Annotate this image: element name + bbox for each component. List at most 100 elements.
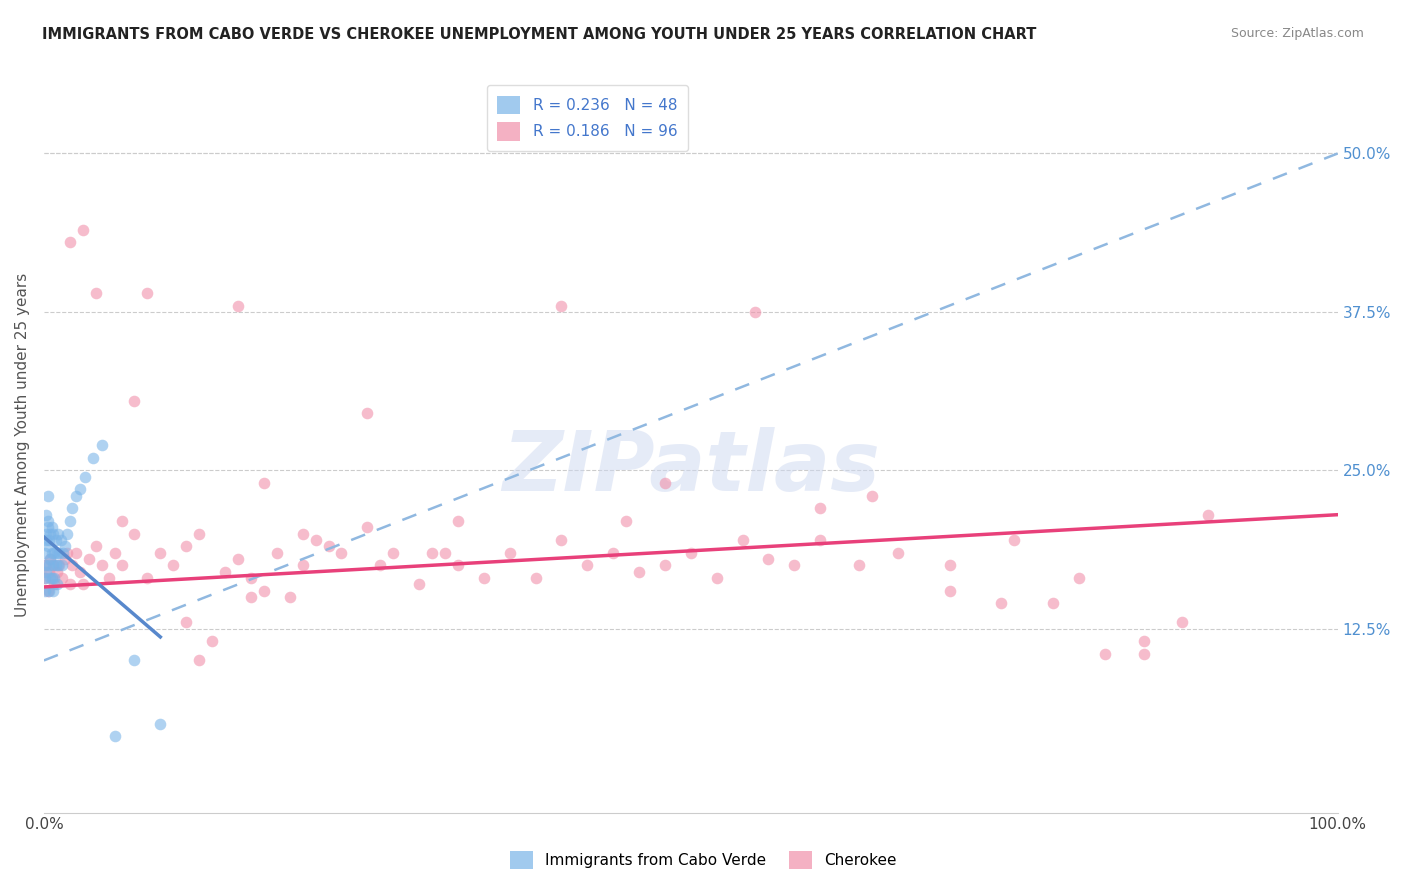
Point [614, 514, 637, 528]
Point [1132, 634, 1154, 648]
Point [226, 552, 249, 566]
Point [1171, 615, 1194, 630]
Point [124, 653, 146, 667]
Point [39, 552, 62, 566]
Point [576, 558, 599, 573]
Point [44, 577, 66, 591]
Point [472, 571, 495, 585]
Point [253, 475, 276, 490]
Point [1132, 647, 1154, 661]
Point [420, 546, 443, 560]
Point [104, 546, 127, 560]
Point [72, 222, 94, 236]
Point [56, 526, 79, 541]
Point [408, 577, 430, 591]
Point [550, 533, 572, 547]
Point [110, 514, 132, 528]
Point [149, 546, 172, 560]
Point [44, 571, 66, 585]
Point [550, 299, 572, 313]
Point [37, 583, 59, 598]
Point [60, 558, 83, 573]
Point [41, 520, 63, 534]
Point [39, 571, 62, 585]
Point [382, 546, 405, 560]
Point [34, 546, 56, 560]
Point [149, 716, 172, 731]
Point [174, 540, 197, 554]
Point [731, 533, 754, 547]
Point [356, 520, 378, 534]
Point [808, 533, 831, 547]
Point [330, 546, 353, 560]
Point [53, 540, 76, 554]
Point [498, 546, 520, 560]
Point [42, 583, 65, 598]
Point [1002, 533, 1025, 547]
Point [783, 558, 806, 573]
Point [1197, 508, 1219, 522]
Point [60, 501, 83, 516]
Point [48, 546, 70, 560]
Point [706, 571, 728, 585]
Point [37, 520, 59, 534]
Point [75, 469, 97, 483]
Y-axis label: Unemployment Among Youth under 25 years: Unemployment Among Youth under 25 years [15, 273, 30, 617]
Point [59, 235, 82, 250]
Point [46, 558, 69, 573]
Point [136, 285, 159, 300]
Point [291, 526, 314, 541]
Point [1094, 647, 1116, 661]
Point [938, 583, 960, 598]
Point [46, 526, 69, 541]
Point [602, 546, 624, 560]
Point [35, 565, 58, 579]
Point [627, 565, 650, 579]
Point [887, 546, 910, 560]
Point [291, 558, 314, 573]
Point [35, 508, 58, 522]
Text: IMMIGRANTS FROM CABO VERDE VS CHEROKEE UNEMPLOYMENT AMONG YOUTH UNDER 25 YEARS C: IMMIGRANTS FROM CABO VERDE VS CHEROKEE U… [42, 27, 1036, 42]
Point [39, 552, 62, 566]
Point [37, 489, 59, 503]
Point [48, 558, 70, 573]
Point [65, 489, 87, 503]
Point [1042, 596, 1064, 610]
Point [34, 571, 56, 585]
Point [239, 590, 262, 604]
Point [38, 565, 60, 579]
Point [38, 583, 60, 598]
Point [201, 634, 224, 648]
Point [91, 558, 114, 573]
Point [848, 558, 870, 573]
Point [226, 299, 249, 313]
Point [744, 305, 766, 319]
Point [41, 546, 63, 560]
Point [188, 526, 211, 541]
Point [433, 546, 456, 560]
Point [318, 540, 340, 554]
Point [524, 571, 547, 585]
Point [808, 501, 831, 516]
Point [45, 577, 67, 591]
Point [654, 558, 676, 573]
Point [35, 558, 58, 573]
Point [35, 526, 58, 541]
Point [37, 514, 59, 528]
Point [53, 552, 76, 566]
Point [1067, 571, 1090, 585]
Point [38, 533, 60, 547]
Point [356, 406, 378, 420]
Point [990, 596, 1012, 610]
Point [860, 489, 883, 503]
Point [174, 615, 197, 630]
Point [679, 546, 702, 560]
Point [49, 533, 72, 547]
Point [34, 558, 56, 573]
Legend: R = 0.236   N = 48, R = 0.186   N = 96: R = 0.236 N = 48, R = 0.186 N = 96 [486, 85, 688, 152]
Point [188, 653, 211, 667]
Point [266, 546, 288, 560]
Point [45, 546, 67, 560]
Point [38, 558, 60, 573]
Point [41, 571, 63, 585]
